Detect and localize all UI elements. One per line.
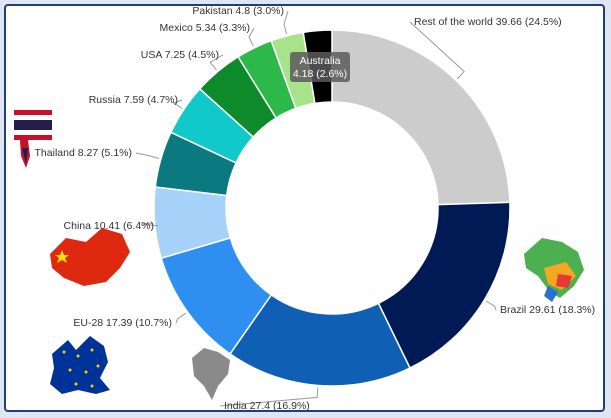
chart-frame: Rest of the world 39.66 (24.5%) Brazil 29… <box>4 4 605 412</box>
connector-eu-28 <box>175 312 187 324</box>
connector-pakistan <box>283 10 289 34</box>
tooltip-title: Australia <box>300 55 341 67</box>
connector-usa <box>209 54 224 71</box>
india-map-icon <box>192 348 230 400</box>
label-mexico: Mexico 5.34 (3.3%) <box>160 22 250 34</box>
brazil-map-icon <box>524 238 584 302</box>
china-map-icon <box>50 228 130 286</box>
tooltip-value: 4.18 (2.6%) <box>293 68 347 80</box>
connector-mexico <box>248 27 255 47</box>
connector-russia <box>172 99 183 109</box>
connector-thailand <box>135 152 160 159</box>
slice-rest-of-the-world[interactable] <box>331 29 511 206</box>
eu-map-icon <box>50 336 110 394</box>
connector-brazil <box>485 300 497 311</box>
label-thailand: Thailand 8.27 (5.1%) <box>35 147 132 159</box>
connector-china <box>142 222 159 227</box>
thailand-flag-icon <box>14 110 52 168</box>
label-rest-of-the-world: Rest of the world 39.66 (24.5%) <box>414 16 562 28</box>
labels-group: Rest of the world 39.66 (24.5%) Brazil 29… <box>35 6 596 412</box>
connector-rest-of-the-world <box>409 21 465 80</box>
tooltip: Australia 4.18 (2.6%) <box>290 52 350 82</box>
label-usa: USA 7.25 (4.5%) <box>141 49 219 61</box>
label-pakistan: Pakistan 4.8 (3.0%) <box>192 6 284 17</box>
label-china: China 10.41 (6.4%) <box>64 220 154 232</box>
label-brazil: Brazil 29.61 (18.3%) <box>500 304 595 316</box>
label-eu-28: EU-28 17.39 (10.7%) <box>73 317 172 329</box>
label-russia: Russia 7.59 (4.7%) <box>89 94 178 106</box>
label-india: India 27.4 (16.9%) <box>224 400 310 412</box>
slices-group <box>153 29 511 387</box>
donut-chart: Rest of the world 39.66 (24.5%) Brazil 29… <box>14 6 596 412</box>
connector-india <box>219 387 319 407</box>
